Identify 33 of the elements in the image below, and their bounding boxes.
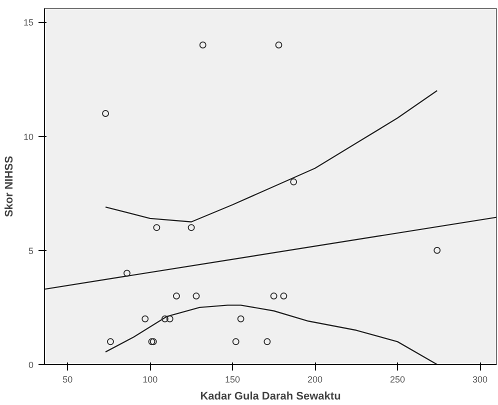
point — [264, 338, 271, 346]
y-tick-label: 0 — [28, 360, 34, 370]
x-tick-label: 250 — [390, 374, 406, 384]
x-tick-label: 100 — [142, 374, 158, 384]
point — [232, 338, 240, 346]
x-tick-label: 200 — [308, 374, 323, 384]
x-axis-title: Kadar Gula Darah Sewaktu — [200, 390, 341, 402]
line-series — [104, 90, 438, 222]
point — [434, 246, 441, 254]
point — [188, 224, 195, 232]
point — [102, 110, 110, 117]
x-tick-label: 300 — [472, 374, 488, 384]
point — [166, 315, 174, 322]
y-tick-label: 10 — [23, 132, 34, 142]
y-axis-title: Skor NIHSS — [3, 156, 16, 218]
line-series — [104, 304, 438, 364]
y-tick-label: 15 — [23, 18, 34, 28]
point — [270, 292, 278, 300]
point — [142, 315, 149, 322]
point — [192, 292, 200, 300]
point — [106, 338, 114, 346]
point — [153, 224, 160, 232]
point — [161, 315, 168, 322]
point — [280, 292, 288, 300]
point — [123, 270, 130, 277]
x-tick-label: 50 — [62, 374, 73, 384]
point — [275, 42, 282, 49]
x-tick-label: 150 — [225, 374, 240, 384]
y-tick-label: 5 — [28, 246, 34, 256]
point — [290, 178, 298, 186]
point — [199, 42, 206, 49]
point — [237, 315, 244, 322]
point — [172, 292, 180, 300]
